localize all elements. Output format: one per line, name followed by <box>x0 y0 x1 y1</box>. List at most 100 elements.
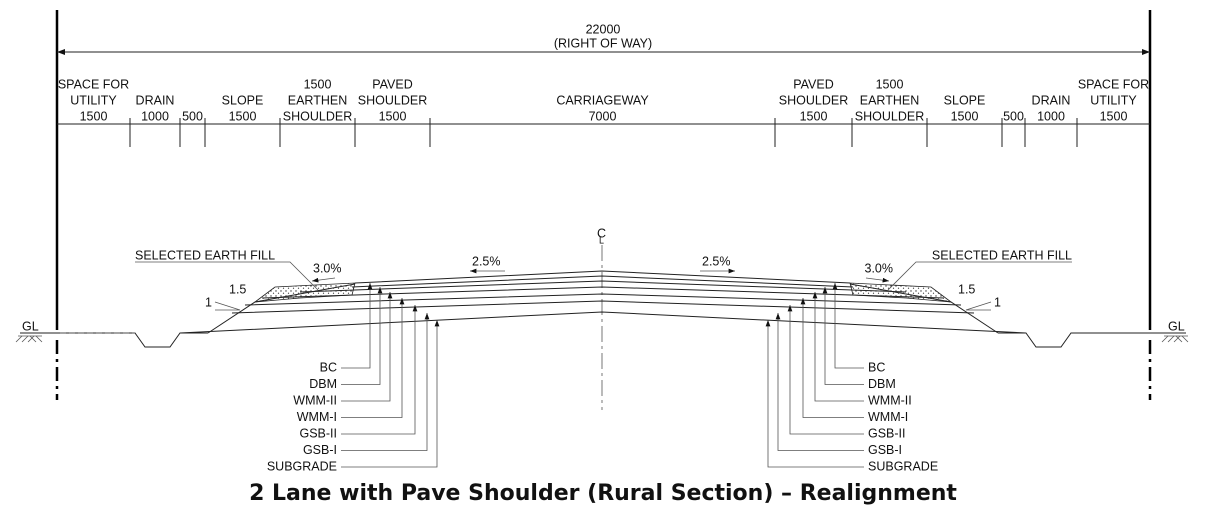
centerline-label: C <box>597 226 606 240</box>
layer-leader <box>765 320 864 468</box>
earth-fill <box>253 282 356 303</box>
segment-label: 1500 <box>304 77 332 91</box>
gl-label: GL <box>22 319 39 333</box>
segment-label: SLOPE <box>944 93 986 107</box>
segment-label: SHOULDER <box>283 109 352 123</box>
layer-label: WMM-I <box>297 410 337 424</box>
segment-label: PAVED <box>372 77 413 91</box>
gl-symbol <box>1167 335 1175 343</box>
layer-leader <box>341 320 440 468</box>
slope-ratio: 1.5 <box>229 282 246 296</box>
segment-label: 1500 <box>379 109 407 123</box>
slope-arrow <box>311 277 336 283</box>
layer-label: SUBGRADE <box>868 459 938 473</box>
labels: 22000 (RIGHT OF WAY) SELECTED EARTH FILL… <box>22 22 1185 506</box>
slope-label: 3.0% <box>313 261 342 275</box>
layer-leader <box>822 287 864 385</box>
segment-label: 1500 <box>800 109 828 123</box>
road-profile <box>15 261 1189 348</box>
layer-label: SUBGRADE <box>267 459 337 473</box>
layer-label: GSB-I <box>868 443 902 457</box>
segment-label: UTILITY <box>1090 93 1137 107</box>
layer-line <box>261 286 945 299</box>
layer-leader <box>341 313 430 451</box>
gl-symbol <box>15 335 23 343</box>
earth-fill <box>849 282 953 303</box>
fill-label: SELECTED EARTH FILL <box>135 248 275 262</box>
segment-label: 7000 <box>589 109 617 123</box>
gl-label: GL <box>1168 319 1185 333</box>
layer-leader <box>800 298 864 418</box>
gl-symbol <box>1161 335 1169 343</box>
gl-symbol <box>15 335 1189 343</box>
leader <box>135 261 319 291</box>
segment-label: UTILITY <box>70 93 117 107</box>
segment-label: 1500 <box>876 77 904 91</box>
slope-ratio: 1 <box>994 295 1001 309</box>
layer-leader <box>775 313 864 451</box>
segment-label: SLOPE <box>222 93 264 107</box>
gl-symbol <box>21 335 29 343</box>
layer-line <box>244 293 962 306</box>
centerline-label: L <box>599 235 604 245</box>
layer-line <box>231 300 975 314</box>
segment-label: EARTHEN <box>288 93 348 107</box>
slope-label: 2.5% <box>472 254 501 268</box>
slope-ratio: 1 <box>205 295 212 309</box>
layer-label: WMM-II <box>868 393 912 407</box>
dimension-label: (RIGHT OF WAY) <box>554 36 652 50</box>
segment-label: 1500 <box>80 109 108 123</box>
layer-leader <box>341 305 418 435</box>
layer-label: DBM <box>309 377 337 391</box>
ground-line <box>20 332 208 348</box>
layer-leader <box>812 292 864 402</box>
layer-line <box>351 275 854 288</box>
segment-label: EARTHEN <box>860 93 920 107</box>
gl-symbol <box>1173 335 1181 343</box>
title: 2 Lane with Pave Shoulder (Rural Section… <box>249 481 957 506</box>
segment-label: SPACE FOR <box>1078 77 1149 91</box>
segment-label: 1500 <box>1100 109 1128 123</box>
frame <box>55 10 1152 410</box>
segment-label: SHOULDER <box>358 93 427 107</box>
slope-arrow <box>865 277 890 283</box>
layer-label: WMM-II <box>293 393 337 407</box>
dimension-value: 22000 <box>586 22 621 36</box>
layer-leader <box>341 298 405 418</box>
slope-symbol <box>214 301 241 311</box>
ground-line <box>998 332 1186 348</box>
layer-line <box>354 270 851 284</box>
segment-label: SHOULDER <box>779 93 848 107</box>
layer-line <box>299 280 907 293</box>
layer-leader <box>341 292 393 402</box>
layer-line <box>179 311 1027 334</box>
segment-label: 500 <box>182 109 203 123</box>
segment-label: DRAIN <box>1032 93 1071 107</box>
gl-symbol <box>29 335 37 343</box>
segment-label: SPACE FOR <box>58 77 129 91</box>
layer-leader <box>341 283 373 369</box>
gl-symbol <box>1175 335 1183 343</box>
gl-symbol <box>27 335 35 343</box>
layer-leader <box>341 287 383 385</box>
segment-label: SHOULDER <box>855 109 924 123</box>
layer-label: GSB-II <box>299 426 337 440</box>
segment-label: PAVED <box>793 77 834 91</box>
gl-symbol <box>35 335 43 343</box>
slope-symbol <box>965 301 992 311</box>
segment-label: 1000 <box>1037 109 1065 123</box>
layer-leader <box>832 283 864 369</box>
layer-label: BC <box>868 360 885 374</box>
segment-label: 1500 <box>229 109 257 123</box>
slope-ratio: 1.5 <box>958 282 975 296</box>
gl-symbol <box>1181 335 1189 343</box>
segment-label: 500 <box>1003 109 1024 123</box>
layer-label: WMM-I <box>868 410 908 424</box>
segment-label: 1000 <box>141 109 169 123</box>
layer-label: GSB-II <box>868 426 906 440</box>
segment-label: DRAIN <box>136 93 175 107</box>
layer-label: BC <box>320 360 337 374</box>
segment-label: CARRIAGEWAY <box>556 93 649 107</box>
layer-leader <box>787 305 864 435</box>
